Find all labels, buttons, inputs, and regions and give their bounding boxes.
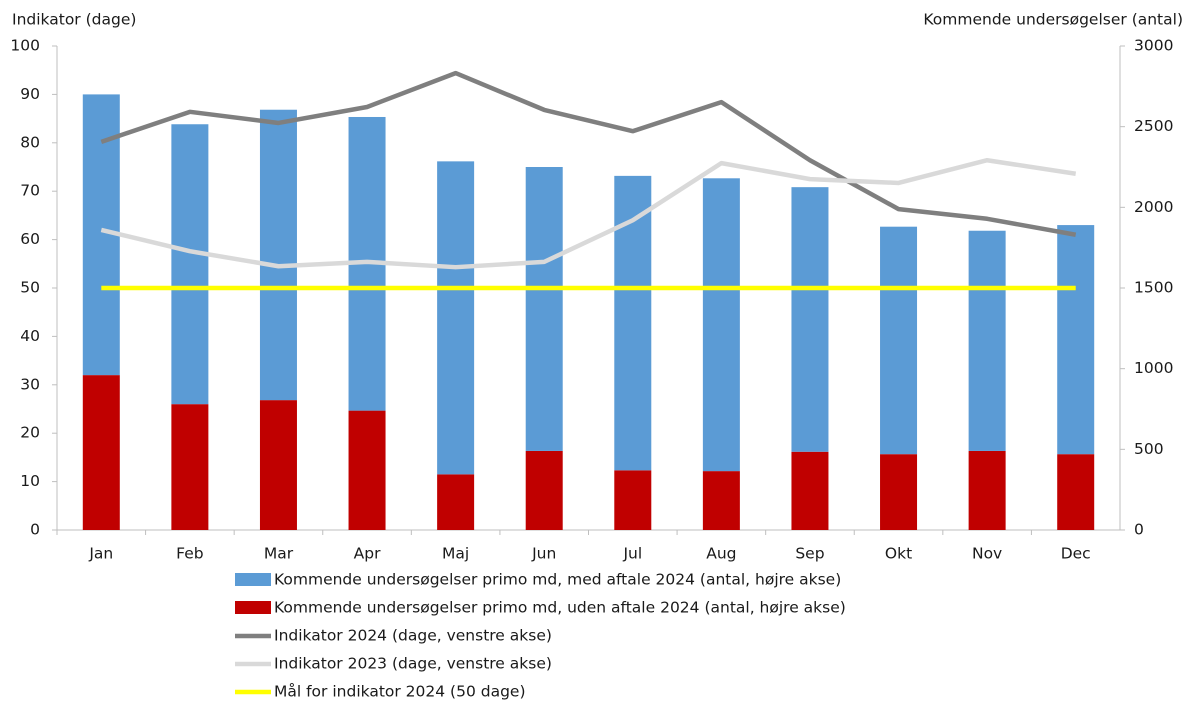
bar	[259, 109, 297, 401]
bar	[880, 226, 918, 455]
y-tick-label: 10	[20, 472, 40, 490]
y-tick-label: 100	[10, 37, 40, 55]
bar	[702, 471, 740, 530]
y2-tick-label: 2000	[1134, 198, 1173, 216]
x-tick-label: Okt	[885, 545, 912, 563]
bar	[259, 400, 297, 530]
bar	[968, 450, 1006, 530]
y-tick-label: 30	[20, 375, 40, 393]
legend-label: Mål for indikator 2024 (50 dage)	[274, 683, 526, 701]
x-tick-label: Dec	[1061, 545, 1091, 563]
x-tick-label: Maj	[442, 545, 469, 563]
bar	[437, 161, 475, 475]
x-tick-label: Apr	[354, 545, 381, 563]
legend-swatch	[235, 573, 271, 586]
y-tick-label: 60	[20, 230, 40, 248]
y-tick-label: 70	[20, 182, 40, 200]
bar	[702, 178, 740, 472]
bar	[171, 124, 209, 405]
bar	[525, 450, 563, 530]
bar	[614, 470, 652, 530]
bar	[1057, 225, 1095, 455]
bar	[525, 167, 563, 451]
y-tick-label: 0	[30, 521, 40, 539]
y2-tick-label: 1500	[1134, 279, 1173, 297]
legend-label: Kommende undersøgelser primo md, uden af…	[274, 599, 846, 617]
x-tick-label: Feb	[176, 545, 203, 563]
x-tick-label: Jun	[531, 545, 556, 563]
bar	[791, 451, 829, 530]
y2-tick-label: 2500	[1134, 117, 1173, 135]
x-tick-label: Nov	[972, 545, 1002, 563]
bar	[880, 454, 918, 530]
y-tick-label: 80	[20, 133, 40, 151]
line-series	[100, 70, 1077, 237]
x-tick-label: Sep	[795, 545, 824, 563]
y-tick-label: 20	[20, 424, 40, 442]
bar	[791, 187, 829, 452]
y-tick-label: 40	[20, 327, 40, 345]
y2-tick-label: 1000	[1134, 359, 1173, 377]
legend-label: Indikator 2023 (dage, venstre akse)	[274, 655, 552, 673]
y2-tick-label: 0	[1134, 521, 1144, 539]
y2-tick-label: 500	[1134, 440, 1164, 458]
y2-tick-label: 3000	[1134, 37, 1173, 55]
bar	[437, 474, 475, 530]
legend-label: Kommende undersøgelser primo md, med aft…	[274, 571, 841, 589]
legend-label: Indikator 2024 (dage, venstre akse)	[274, 627, 552, 645]
bar	[82, 375, 120, 530]
bar	[348, 410, 386, 530]
bar	[171, 404, 209, 530]
y-tick-label: 90	[20, 85, 40, 103]
x-tick-label: Jul	[622, 545, 642, 563]
line-series	[100, 157, 1077, 270]
legend-swatch	[235, 601, 271, 614]
y-axis-title: Indikator (dage)	[12, 11, 136, 29]
y2-axis-title: Kommende undersøgelser (antal)	[923, 11, 1183, 29]
bar	[968, 230, 1006, 451]
x-tick-label: Mar	[264, 545, 294, 563]
x-tick-label: Jan	[88, 545, 113, 563]
x-tick-label: Aug	[706, 545, 736, 563]
bar	[1057, 454, 1095, 530]
y-tick-label: 50	[20, 279, 40, 297]
